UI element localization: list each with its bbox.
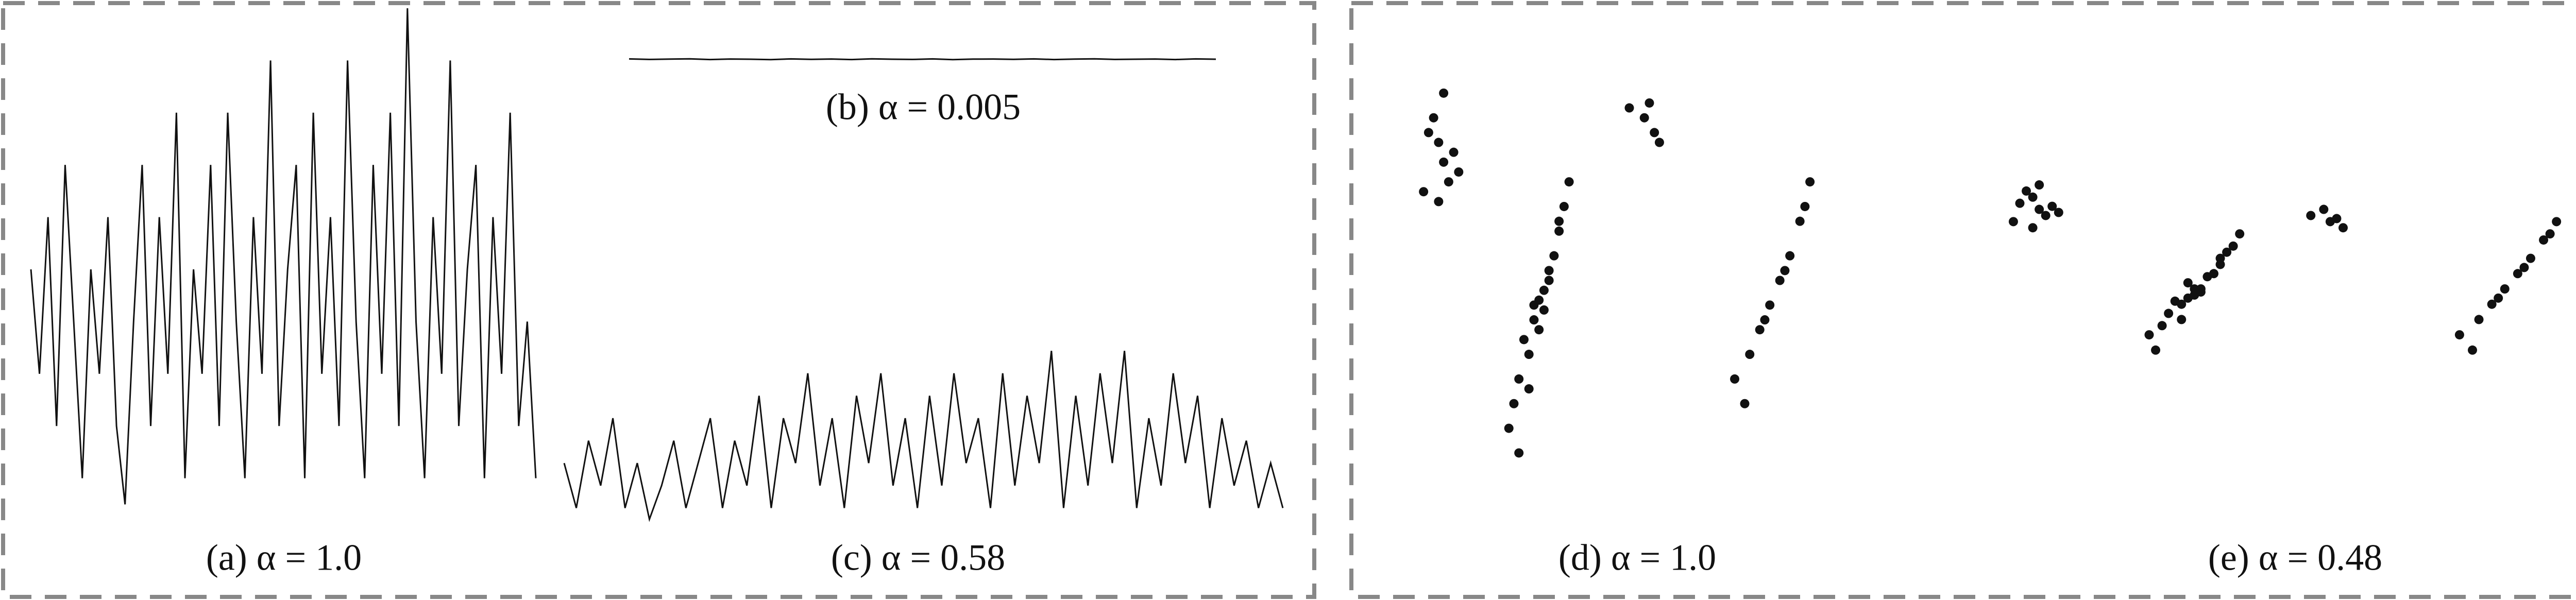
scatter-point (2454, 330, 2464, 340)
scatter-point (1559, 201, 1569, 211)
scatter-point (1509, 399, 1519, 408)
scatter-point (2170, 296, 2180, 306)
scatter-point (1504, 423, 1514, 433)
scatter-point (1730, 374, 1740, 384)
scatter-point (2332, 214, 2342, 224)
scatter-point (1419, 187, 1429, 197)
scatter-point (2494, 293, 2503, 303)
scatter-point (1524, 384, 1534, 394)
scatter-point (1514, 374, 1524, 384)
scatter-point (1439, 88, 1449, 98)
scatter-point (2228, 241, 2238, 251)
scatter-point (1554, 226, 1564, 236)
scatter-point (1624, 103, 1634, 113)
scatter-point (1740, 399, 1750, 408)
scatter-point (2306, 211, 2316, 220)
scatter-point (1549, 251, 1559, 261)
scatter-point (1554, 216, 1564, 226)
scatter-point (2151, 345, 2161, 355)
scatter-point (1434, 197, 1444, 207)
left-frame (1, 1, 1316, 599)
scatter-point (1539, 305, 1549, 315)
scatter-point (2196, 287, 2206, 297)
scatter-point (1650, 128, 1659, 138)
scatter-point (2008, 217, 2018, 227)
scatter-point (1529, 315, 1539, 325)
scatter-point (2513, 269, 2522, 279)
scatter-point (2338, 223, 2348, 233)
scatter-point (2235, 229, 2245, 239)
panel-caption: (b) α = 0.005 (826, 87, 1021, 128)
scatter-point (2015, 198, 2025, 208)
scatter-point (1429, 113, 1438, 123)
scatter-point (2319, 204, 2329, 214)
scatter-point (2552, 217, 2562, 227)
scatter-point (2202, 272, 2212, 282)
scatter-point (2028, 223, 2038, 233)
panel-caption: (c) α = 0.58 (831, 537, 1005, 578)
signal-line (30, 8, 537, 505)
scatter-point (2487, 299, 2497, 309)
scatter-point (2028, 192, 2038, 202)
scatter-point (2144, 330, 2154, 340)
scatter-point (1745, 350, 1755, 359)
scatter-point (1780, 266, 1790, 276)
scatter-point (2500, 284, 2510, 294)
right-frame (1349, 1, 2576, 599)
scatter-point (1454, 167, 1464, 177)
scatter-point (1800, 201, 1810, 211)
scatter-point (1534, 295, 1544, 305)
signal-line (629, 58, 1216, 61)
signal-line (563, 351, 1284, 522)
scatter-point (1514, 448, 1524, 458)
scatter-point (2222, 247, 2232, 257)
panel-caption: (d) α = 1.0 (1558, 537, 1716, 578)
scatter-point (1449, 147, 1459, 157)
scatter-point (2545, 229, 2555, 239)
scatter-point (2047, 201, 2057, 211)
scatter-point (1564, 177, 1574, 187)
scatter-point (1434, 138, 1444, 147)
panel-caption: (a) α = 1.0 (206, 537, 362, 578)
scatter-point (1654, 138, 1664, 147)
scatter-point (1544, 266, 1554, 276)
scatter-point (1544, 276, 1554, 285)
scatter-point (2022, 186, 2031, 196)
scatter-point (2164, 308, 2174, 318)
scatter-point (1639, 113, 1649, 123)
scatter-point (1439, 157, 1449, 167)
scatter-point (2183, 293, 2193, 303)
scatter-point (2157, 321, 2167, 331)
scatter-point (1423, 128, 1433, 138)
scatter-point (2035, 204, 2044, 214)
scatter-point (1444, 177, 1453, 187)
panel-caption: (e) α = 0.48 (2208, 537, 2382, 578)
scatter-point (1760, 315, 1770, 325)
scatter-point (2215, 253, 2225, 263)
scatter-point (1785, 251, 1795, 261)
scatter-point (1775, 276, 1785, 285)
scatter-point (2035, 180, 2044, 190)
scatter-point (1519, 335, 1529, 345)
scatter-point (2183, 278, 2193, 288)
scatter-point (1534, 325, 1544, 335)
scatter-point (1765, 300, 1775, 310)
scatter-point (2468, 345, 2477, 355)
scatter-point (1805, 177, 1815, 187)
scatter-point (2474, 315, 2484, 324)
scatter-point (1645, 98, 1654, 108)
scatter-point (2041, 211, 2050, 220)
scatter-point (1755, 325, 1765, 335)
scatter-point (1524, 350, 1534, 359)
scatter-point (1795, 216, 1805, 226)
scatter-point (2177, 315, 2187, 324)
scatter-point (1539, 285, 1549, 295)
scatter-point (2054, 208, 2063, 217)
scatter-point (2539, 235, 2549, 245)
scatter-point (2519, 263, 2529, 272)
scatter-point (2526, 253, 2535, 263)
